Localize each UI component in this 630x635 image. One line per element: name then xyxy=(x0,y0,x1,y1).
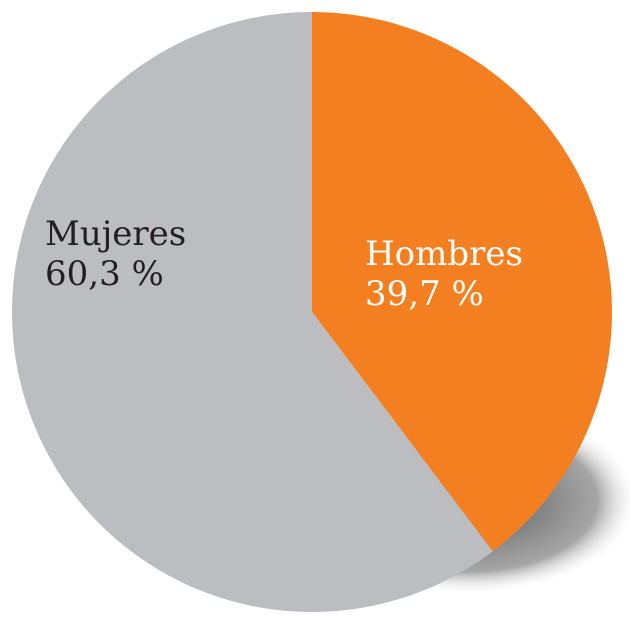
pie-slice xyxy=(312,12,613,552)
slice-value-label: 60,3 % xyxy=(45,254,164,294)
slice-value-label: 39,7 % xyxy=(365,274,484,314)
slice-name: Mujeres xyxy=(45,214,186,254)
slice-name: Hombres xyxy=(365,234,523,274)
pie-slice xyxy=(12,12,493,612)
slices xyxy=(12,12,613,612)
